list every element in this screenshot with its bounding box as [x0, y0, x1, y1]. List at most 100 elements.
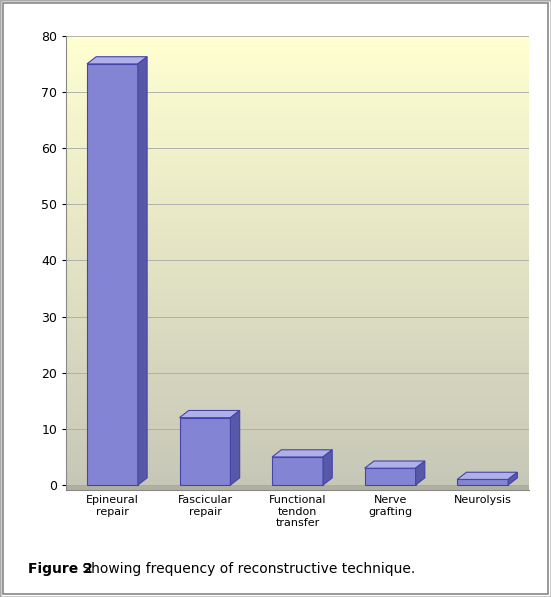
Bar: [66, 310, 529, 315]
Bar: [66, 422, 529, 427]
Bar: [66, 283, 529, 287]
Bar: [66, 404, 529, 409]
Bar: [66, 256, 529, 260]
Polygon shape: [138, 57, 147, 485]
Bar: [66, 350, 529, 355]
Bar: [66, 377, 529, 381]
Bar: [66, 116, 529, 121]
Bar: [66, 211, 529, 216]
Polygon shape: [272, 450, 332, 457]
Bar: [66, 233, 529, 238]
Bar: [66, 50, 529, 54]
Bar: [66, 238, 529, 242]
Bar: [66, 45, 529, 50]
Bar: [66, 220, 529, 224]
Bar: [66, 472, 529, 476]
Bar: [66, 180, 529, 184]
Bar: [66, 333, 529, 337]
Polygon shape: [415, 461, 425, 485]
Bar: [66, 305, 529, 310]
Bar: [66, 247, 529, 251]
Bar: [66, 175, 529, 180]
Bar: [66, 445, 529, 449]
Bar: [66, 359, 529, 364]
Bar: [66, 202, 529, 207]
Bar: [66, 121, 529, 125]
Bar: [66, 224, 529, 229]
Polygon shape: [323, 450, 332, 485]
Bar: [66, 287, 529, 292]
Bar: [272, 457, 323, 485]
Bar: [66, 67, 529, 72]
Bar: [66, 153, 529, 157]
Bar: [87, 64, 138, 485]
Bar: [66, 390, 529, 395]
Bar: [66, 94, 529, 99]
Bar: [66, 76, 529, 81]
Bar: [66, 193, 529, 198]
Bar: [66, 346, 529, 350]
Bar: [66, 436, 529, 440]
Bar: [66, 198, 529, 202]
Bar: [66, 431, 529, 436]
Bar: [66, 162, 529, 166]
Bar: [66, 324, 529, 328]
Bar: [66, 395, 529, 400]
Bar: [66, 485, 529, 490]
Bar: [66, 54, 529, 59]
Bar: [66, 476, 529, 481]
Bar: [66, 265, 529, 269]
Polygon shape: [365, 461, 425, 468]
Bar: [66, 216, 529, 220]
Bar: [66, 440, 529, 445]
Bar: [66, 59, 529, 63]
Bar: [66, 189, 529, 193]
Bar: [66, 278, 529, 283]
Bar: [66, 125, 529, 130]
Bar: [66, 107, 529, 112]
Bar: [66, 229, 529, 233]
Polygon shape: [508, 472, 517, 485]
Bar: [66, 85, 529, 90]
Bar: [66, 103, 529, 107]
Bar: [66, 386, 529, 390]
Bar: [66, 157, 529, 162]
Bar: [66, 207, 529, 211]
Polygon shape: [457, 472, 517, 479]
Bar: [66, 381, 529, 386]
Bar: [66, 139, 529, 144]
Bar: [66, 337, 529, 341]
Bar: [66, 301, 529, 305]
Bar: [365, 468, 415, 485]
Bar: [66, 81, 529, 85]
Bar: [66, 112, 529, 116]
Bar: [66, 90, 529, 94]
Bar: [66, 166, 529, 171]
Bar: [66, 99, 529, 103]
Bar: [66, 63, 529, 67]
Bar: [66, 144, 529, 148]
Text: Figure 2: Figure 2: [28, 562, 93, 576]
Bar: [66, 467, 529, 472]
Bar: [66, 355, 529, 359]
Bar: [66, 269, 529, 274]
Bar: [66, 319, 529, 324]
Bar: [66, 148, 529, 153]
Bar: [66, 418, 529, 422]
Bar: [66, 427, 529, 431]
Bar: [66, 449, 529, 454]
Bar: [66, 373, 529, 377]
Bar: [66, 328, 529, 333]
Bar: [66, 171, 529, 175]
Bar: [180, 418, 230, 485]
Bar: [66, 135, 529, 139]
Bar: [66, 341, 529, 346]
Bar: [66, 36, 529, 41]
Polygon shape: [180, 411, 240, 418]
Bar: [66, 400, 529, 404]
Bar: [66, 458, 529, 463]
Bar: [66, 260, 529, 265]
Bar: [66, 454, 529, 458]
Bar: [66, 130, 529, 135]
Bar: [66, 296, 529, 301]
